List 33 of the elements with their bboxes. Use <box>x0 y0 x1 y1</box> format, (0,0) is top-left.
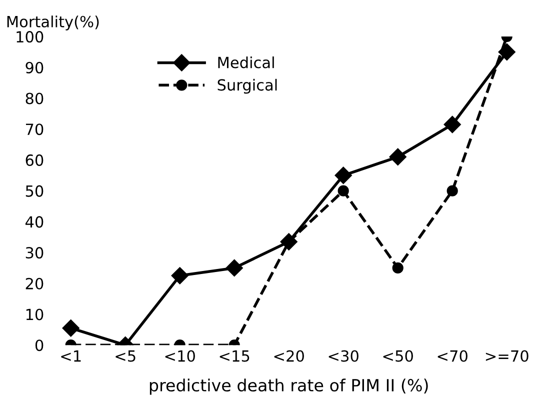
point <box>446 185 458 196</box>
point <box>280 233 298 250</box>
x-tick-label: <10 <box>165 350 195 362</box>
x-axis-title: predictive death rate of PIM II (%) <box>150 378 428 395</box>
y-tick-label: 90 <box>26 62 44 74</box>
point <box>171 267 188 284</box>
x-tick-label: <1 <box>61 350 81 362</box>
legend-label: Medical <box>218 56 274 68</box>
point <box>444 116 461 134</box>
x-tick-label: <5 <box>116 350 136 362</box>
x-tick-label: <50 <box>383 350 413 362</box>
point <box>338 185 349 196</box>
y-tick-label: 80 <box>26 92 44 104</box>
y-tick-label: 40 <box>25 216 44 228</box>
y-tick-label: 70 <box>26 124 44 136</box>
point <box>392 262 404 274</box>
point <box>334 166 352 184</box>
y-tick-label: 10 <box>26 308 44 320</box>
x-tick-label: <30 <box>328 350 358 362</box>
point <box>226 259 243 277</box>
y-tick-label: 100 <box>16 31 44 43</box>
x-tick-label: >=70 <box>486 350 528 362</box>
y-axis-title: Mortality(%) <box>7 16 99 30</box>
y-tick-label: 20 <box>26 278 44 290</box>
y-tick-label: 60 <box>26 154 44 166</box>
point <box>389 148 406 166</box>
y-tick-label: 50 <box>26 185 44 197</box>
x-tick-label: <20 <box>274 350 304 362</box>
y-tick-label: 30 <box>26 246 44 259</box>
legend-label: Surgical <box>218 78 277 94</box>
x-tick-label: <70 <box>438 350 468 362</box>
y-tick-label: 0 <box>35 340 44 352</box>
x-tick-label: <15 <box>220 350 250 362</box>
